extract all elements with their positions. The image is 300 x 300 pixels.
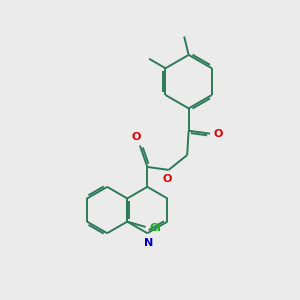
Text: O: O xyxy=(163,174,172,184)
Text: O: O xyxy=(214,129,223,139)
Text: O: O xyxy=(132,132,141,142)
Text: Cl: Cl xyxy=(149,224,161,233)
Text: N: N xyxy=(144,238,153,248)
